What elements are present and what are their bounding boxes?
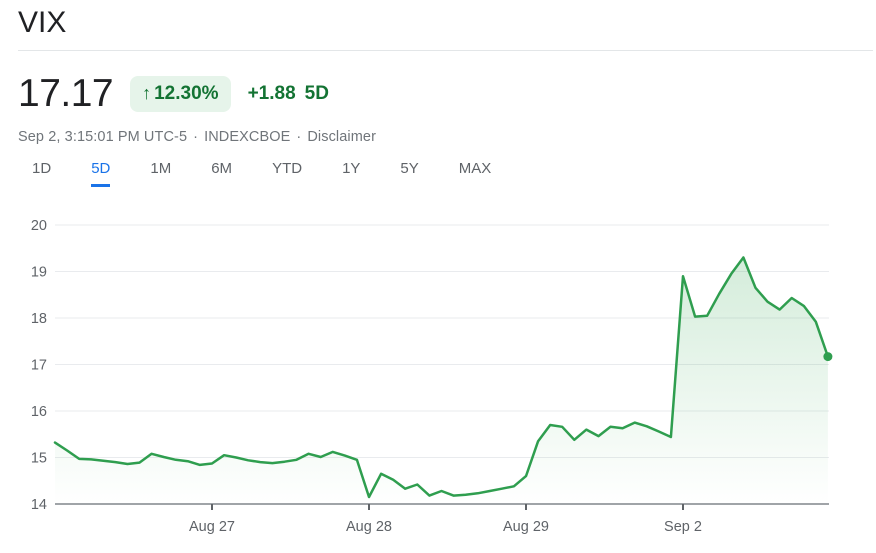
price-line bbox=[53, 256, 830, 499]
meta-separator: · bbox=[193, 129, 199, 145]
tab-ytd[interactable]: YTD bbox=[272, 160, 303, 177]
quote-meta: Sep 2, 3:15:01 PM UTC-5 · INDEXCBOE · Di… bbox=[18, 129, 376, 145]
tab-1m[interactable]: 1M bbox=[150, 160, 172, 177]
change-percent-value: 12.30% bbox=[154, 82, 219, 104]
x-axis-labels: Aug 27 Aug 28 Aug 29 Sep 2 bbox=[189, 519, 702, 535]
y-axis-labels: 14 15 16 17 18 19 20 bbox=[31, 218, 47, 513]
tab-1d[interactable]: 1D bbox=[32, 160, 52, 177]
x-axis-label: Aug 27 bbox=[189, 519, 235, 535]
y-axis-label: 14 bbox=[31, 497, 47, 513]
tab-5y[interactable]: 5Y bbox=[400, 160, 419, 177]
disclaimer-link[interactable]: Disclaimer bbox=[307, 129, 376, 145]
y-axis-label: 17 bbox=[31, 358, 47, 374]
change-absolute: +1.88 5D bbox=[248, 83, 329, 105]
x-axis-label: Sep 2 bbox=[664, 519, 702, 535]
y-axis-label: 15 bbox=[31, 451, 47, 467]
y-axis-label: 20 bbox=[31, 218, 47, 234]
tab-5d[interactable]: 5D bbox=[91, 160, 111, 187]
change-period-label: 5D bbox=[304, 82, 329, 104]
x-axis-label: Aug 29 bbox=[503, 519, 549, 535]
price-chart[interactable]: 14 15 16 17 18 19 20 Aug 27 Aug 28 Aug 29 Sep 2 bbox=[0, 200, 876, 545]
change-percent-badge: ↑ 12.30% bbox=[130, 75, 231, 112]
y-axis-label: 16 bbox=[31, 404, 47, 420]
meta-separator: · bbox=[296, 129, 302, 145]
x-axis-ticks bbox=[211, 504, 684, 510]
exchange-code: INDEXCBOE bbox=[204, 129, 291, 145]
chart-area: 14 15 16 17 18 19 20 Aug 27 Aug 28 Aug 29 Sep 2 bbox=[0, 200, 876, 545]
up-arrow-icon: ↑ bbox=[142, 83, 152, 103]
page-title: VIX bbox=[18, 6, 67, 39]
x-axis-label: Aug 28 bbox=[346, 519, 392, 535]
y-axis-label: 18 bbox=[31, 311, 47, 327]
tab-max[interactable]: MAX bbox=[458, 160, 492, 177]
tab-6m[interactable]: 6M bbox=[211, 160, 233, 177]
header-divider bbox=[18, 50, 873, 51]
area-fill bbox=[55, 257, 828, 504]
quote-summary: 17.17 ↑ 12.30% +1.88 5D bbox=[18, 74, 329, 113]
tab-1y[interactable]: 1Y bbox=[342, 160, 361, 177]
last-price-dot bbox=[823, 352, 833, 362]
change-absolute-value: +1.88 bbox=[247, 82, 296, 104]
range-tabs: 1D 5D 1M 6M YTD 1Y 5Y MAX bbox=[32, 160, 491, 187]
y-axis-label: 19 bbox=[31, 265, 47, 281]
current-price: 17.17 bbox=[18, 72, 114, 115]
quote-timestamp: Sep 2, 3:15:01 PM UTC-5 bbox=[18, 129, 188, 145]
